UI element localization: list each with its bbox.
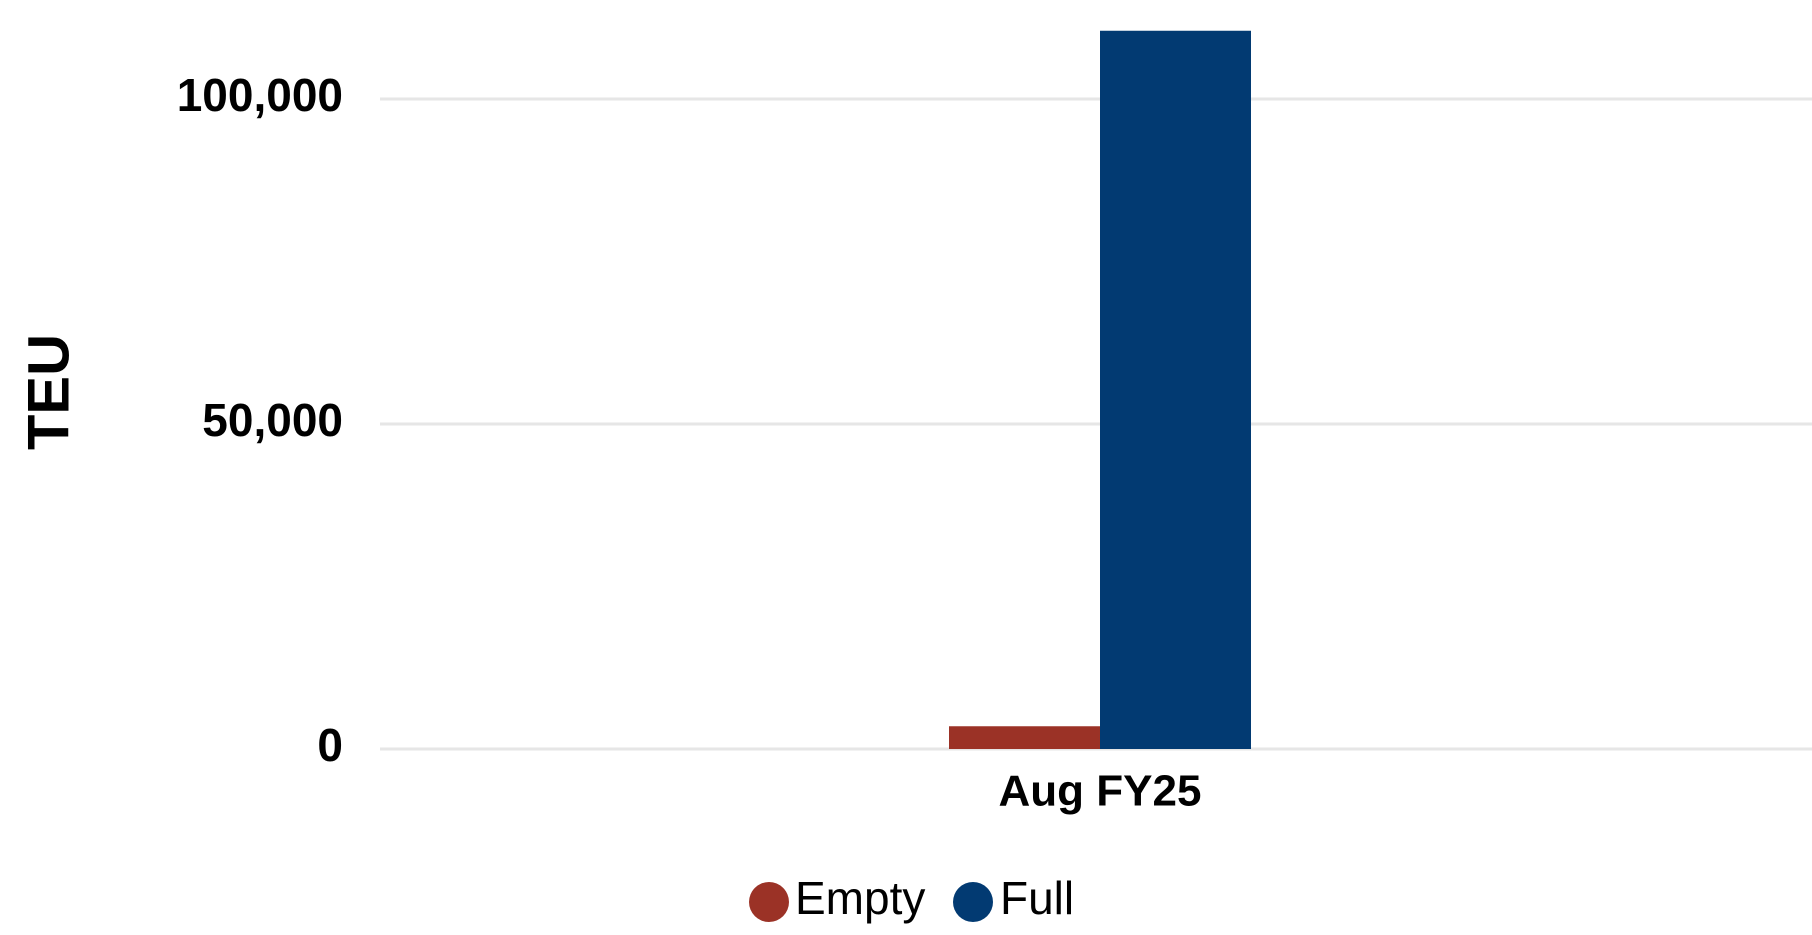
legend-marker-empty bbox=[749, 882, 789, 922]
legend-marker-full bbox=[953, 882, 993, 922]
bars bbox=[949, 30, 1251, 749]
legend: Empty Full bbox=[749, 872, 1074, 924]
y-axis-ticks: 0 50,000 100,000 bbox=[177, 69, 343, 771]
x-axis-categories: Aug FY25 bbox=[999, 767, 1202, 816]
y-axis-title: TEU bbox=[16, 334, 81, 450]
legend-label-full: Full bbox=[1000, 872, 1074, 924]
bar-full bbox=[1100, 30, 1251, 749]
y-tick-label: 0 bbox=[317, 719, 343, 771]
bar-empty bbox=[949, 726, 1100, 749]
y-tick-label: 100,000 bbox=[177, 69, 343, 121]
gridlines bbox=[380, 97, 1812, 751]
x-category-label: Aug FY25 bbox=[999, 767, 1202, 816]
legend-label-empty: Empty bbox=[795, 872, 925, 924]
y-tick-label: 50,000 bbox=[202, 394, 343, 446]
